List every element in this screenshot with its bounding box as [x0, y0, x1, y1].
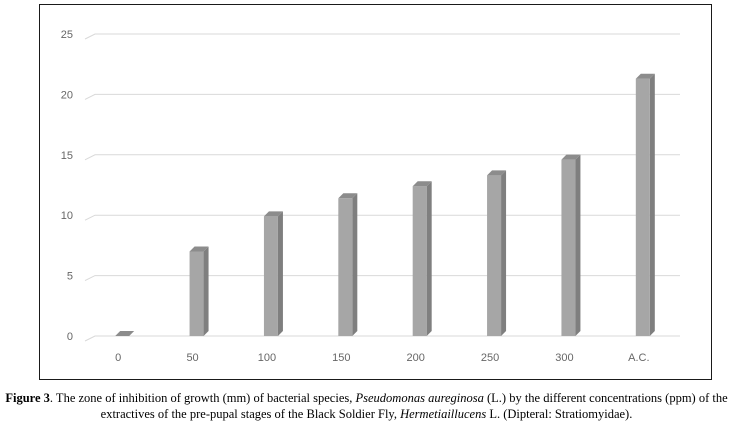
gridline: [84, 214, 680, 221]
x-tick-label: 300: [555, 352, 573, 364]
y-tick-label: 15: [61, 150, 73, 162]
gridline: [84, 33, 680, 40]
chart-frame: 0 5 10 15 20 25 0 50 100 150 200 250 300 A.C.: [39, 4, 712, 380]
gridline: [84, 335, 680, 342]
gridline: [84, 275, 680, 282]
caption-insect: Hermetiaillucens: [400, 407, 487, 421]
caption-text-3: L. (Dipteral: Stratiomyidae).: [486, 407, 633, 421]
caption-text-2: (L.) by the different concentrations (pp…: [100, 391, 728, 421]
y-axis-ticks: 0 5 10 15 20 25: [61, 29, 73, 343]
bar-50: [189, 246, 209, 336]
caption-species: Pseudomonas aureginosa: [355, 391, 484, 405]
y-tick-label: 0: [67, 331, 73, 343]
caption-text-1: . The zone of inhibition of growth (mm) …: [49, 391, 356, 405]
caption-label: Figure 3: [5, 391, 50, 405]
gridline: [84, 154, 680, 161]
bar-200: [412, 181, 432, 336]
x-axis-ticks: 0 50 100 150 200 250 300 A.C.: [115, 352, 649, 364]
bar-150: [338, 193, 358, 336]
x-tick-label: 250: [481, 352, 499, 364]
figure-caption: Figure 3. The zone of inhibition of grow…: [0, 390, 733, 422]
bar-0: [115, 331, 135, 336]
bar-ac: [635, 73, 655, 337]
bar-300: [561, 154, 581, 336]
x-tick-label: A.C.: [628, 352, 649, 364]
y-tick-label: 5: [67, 271, 73, 283]
y-tick-label: 10: [61, 210, 73, 222]
x-tick-label: 0: [115, 352, 121, 364]
x-tick-label: 100: [258, 352, 276, 364]
bar-100: [263, 211, 283, 336]
x-tick-label: 200: [407, 352, 425, 364]
x-tick-label: 50: [186, 352, 198, 364]
y-tick-label: 25: [61, 29, 73, 41]
bar-chart: 0 5 10 15 20 25 0 50 100 150 200 250 300 A.C.: [61, 29, 680, 364]
x-tick-label: 150: [332, 352, 350, 364]
bars: [115, 73, 655, 337]
bar-250: [487, 170, 507, 336]
y-tick-label: 20: [61, 89, 73, 101]
gridlines: [84, 33, 680, 342]
gridline: [84, 93, 680, 100]
